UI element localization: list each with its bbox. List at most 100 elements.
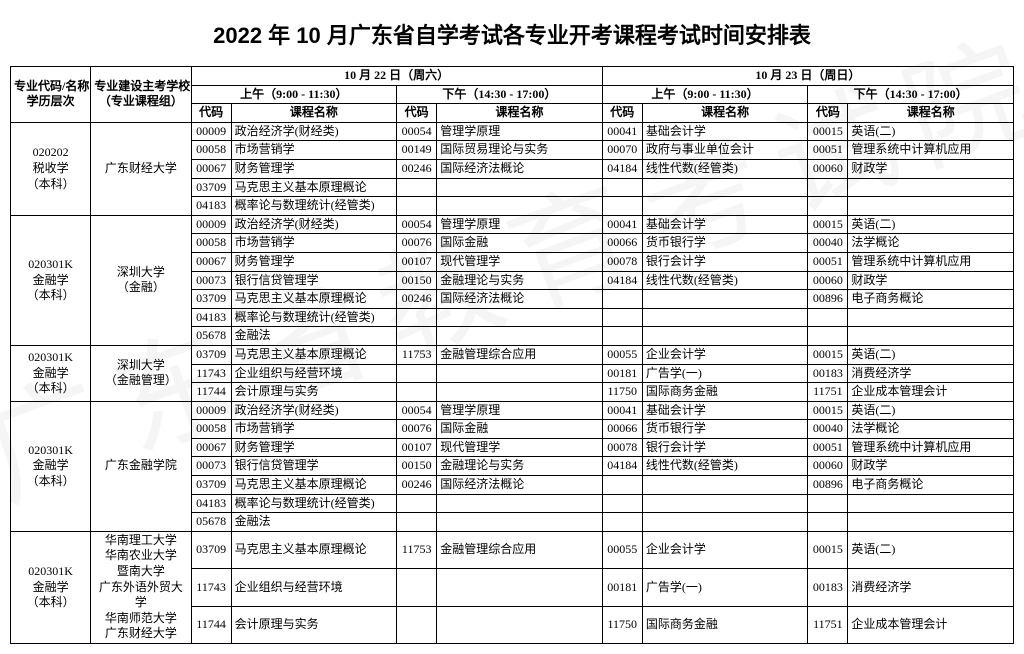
major-code: 020301K [28, 257, 73, 271]
header-course: 课程名称 [231, 104, 396, 123]
course-code [602, 197, 642, 216]
course-name: 概率论与数理统计(经管类) [231, 494, 396, 513]
course-name: 财务管理学 [231, 159, 396, 178]
school-cell: 广东财经大学 [91, 122, 191, 215]
course-code: 03709 [191, 290, 231, 309]
course-name: 管理学原理 [437, 401, 602, 420]
course-name: 国际经济法概论 [437, 290, 602, 309]
course-name: 财政学 [848, 457, 1014, 476]
course-code: 00067 [191, 438, 231, 457]
course-name: 银行会计学 [642, 252, 807, 271]
major-name: 金融学 [33, 458, 69, 472]
course-name: 法学概论 [848, 420, 1014, 439]
course-code: 00055 [602, 531, 642, 568]
course-code: 00067 [191, 159, 231, 178]
course-code [602, 308, 642, 327]
course-code [397, 569, 437, 606]
course-name [642, 308, 807, 327]
course-code [602, 290, 642, 309]
course-name [437, 569, 602, 606]
course-code: 00058 [191, 141, 231, 160]
school-cell: 深圳大学（金融） [91, 215, 191, 345]
major-name: 金融学 [33, 580, 69, 594]
header-school: 专业建设主考学校 （专业课程组） [91, 67, 191, 123]
course-code: 00246 [397, 290, 437, 309]
course-name [848, 494, 1014, 513]
course-name: 财政学 [848, 159, 1014, 178]
table-row: 020301K金融学（本科）广东金融学院00009政治经济学(财经类)00054… [11, 401, 1014, 420]
course-name: 国际商务金融 [642, 606, 807, 643]
course-code: 00015 [808, 531, 848, 568]
course-code [602, 513, 642, 532]
course-name: 英语(二) [848, 122, 1014, 141]
course-name: 英语(二) [848, 401, 1014, 420]
course-name [848, 308, 1014, 327]
table-row: 020301K金融学（本科）华南理工大学华南农业大学暨南大学广东外语外贸大学华南… [11, 531, 1014, 568]
table-row: 020301K金融学（本科）深圳大学（金融）00009政治经济学(财经类)000… [11, 215, 1014, 234]
major-cell: 020301K金融学（本科） [11, 531, 91, 643]
school-cell: 广东金融学院 [91, 401, 191, 531]
major-level: （本科） [27, 474, 75, 488]
course-name: 银行信贷管理学 [231, 271, 396, 290]
course-name: 银行会计学 [642, 438, 807, 457]
course-name: 金融管理综合应用 [437, 531, 602, 568]
course-name [848, 197, 1014, 216]
course-code: 11753 [397, 531, 437, 568]
table-row: 020202税收学（本科）广东财经大学00009政治经济学(财经类)00054管… [11, 122, 1014, 141]
course-code: 00076 [397, 420, 437, 439]
school-cell: 深圳大学（金融管理） [91, 345, 191, 401]
course-code: 00009 [191, 122, 231, 141]
course-code: 00055 [602, 345, 642, 364]
course-code: 03709 [191, 476, 231, 495]
course-name: 现代管理学 [437, 252, 602, 271]
course-code: 00076 [397, 234, 437, 253]
header-d1-morning: 上午（9:00 - 11:30） [191, 85, 397, 104]
course-code [397, 494, 437, 513]
major-cell: 020301K金融学（本科） [11, 215, 91, 345]
course-code [808, 197, 848, 216]
course-name: 管理系统中计算机应用 [848, 438, 1014, 457]
course-code: 05678 [191, 513, 231, 532]
header-code: 代码 [602, 104, 642, 123]
course-name: 法学概论 [848, 234, 1014, 253]
major-level: （本科） [27, 288, 75, 302]
course-name: 金融理论与实务 [437, 457, 602, 476]
course-name: 国际经济法概论 [437, 476, 602, 495]
header-course: 课程名称 [642, 104, 807, 123]
course-name: 企业组织与经营环境 [231, 569, 396, 606]
course-name [642, 513, 807, 532]
course-code: 00107 [397, 252, 437, 271]
course-name: 概率论与数理统计(经管类) [231, 197, 396, 216]
course-code: 00054 [397, 122, 437, 141]
course-name [437, 383, 602, 402]
course-name: 银行信贷管理学 [231, 457, 396, 476]
course-code [397, 327, 437, 346]
course-name: 国际金融 [437, 234, 602, 253]
major-code: 020202 [33, 145, 69, 159]
course-name [642, 327, 807, 346]
course-name: 市场营销学 [231, 234, 396, 253]
course-name: 马克思主义基本原理概论 [231, 178, 396, 197]
course-code: 00078 [602, 252, 642, 271]
course-name: 国际金融 [437, 420, 602, 439]
header-course: 课程名称 [848, 104, 1014, 123]
course-name: 会计原理与实务 [231, 606, 396, 643]
course-code [808, 308, 848, 327]
course-name [437, 308, 602, 327]
course-name: 企业成本管理会计 [848, 383, 1014, 402]
course-name [642, 476, 807, 495]
course-name: 政治经济学(财经类) [231, 215, 396, 234]
course-code: 00896 [808, 290, 848, 309]
course-name: 市场营销学 [231, 141, 396, 160]
course-code: 00009 [191, 215, 231, 234]
header-major: 专业代码/名称 学历层次 [11, 67, 91, 123]
header-day2: 10 月 23 日（周日） [602, 67, 1013, 86]
course-code [602, 327, 642, 346]
header-day1: 10 月 22 日（周六） [191, 67, 602, 86]
course-name [642, 494, 807, 513]
course-name [437, 513, 602, 532]
course-code: 00058 [191, 420, 231, 439]
course-code: 00181 [602, 569, 642, 606]
course-name: 英语(二) [848, 215, 1014, 234]
major-code: 020301K [28, 443, 73, 457]
